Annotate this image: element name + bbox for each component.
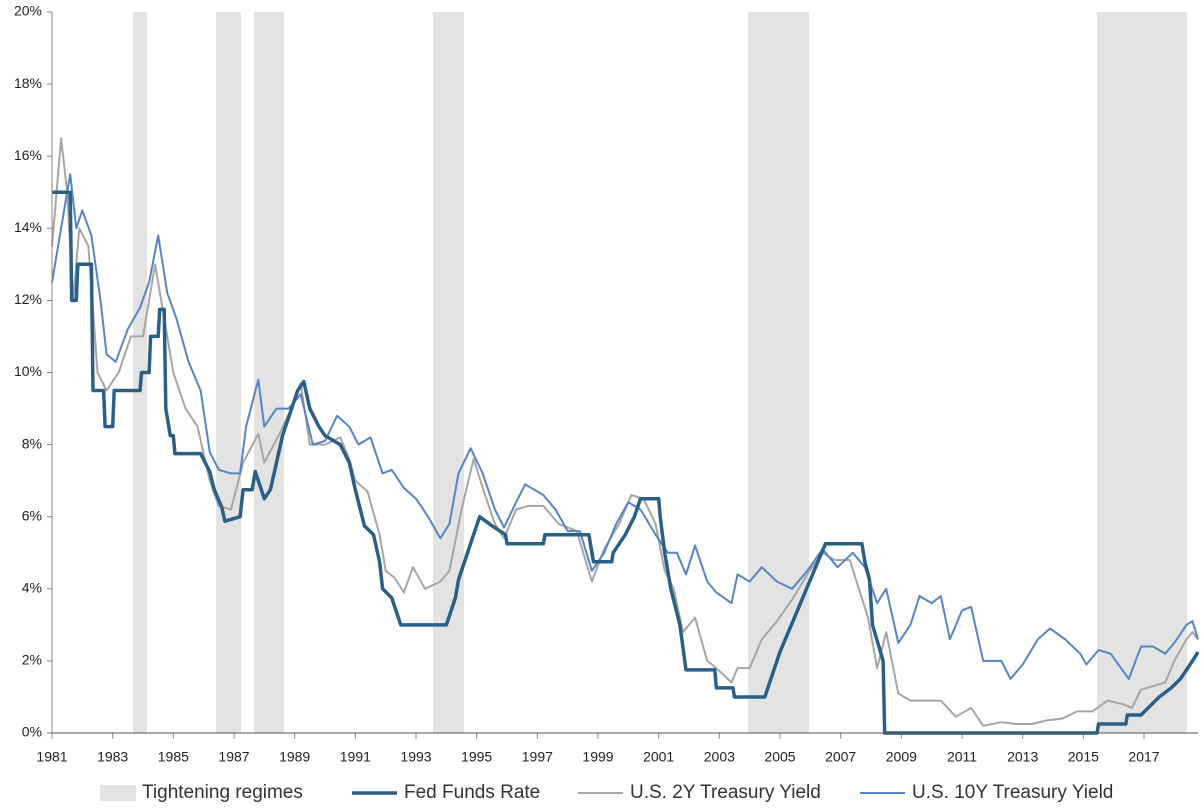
x-tick-label: 1993	[400, 749, 431, 765]
x-tick-label: 2011	[947, 749, 977, 765]
y-tick-label: 4%	[22, 580, 42, 596]
legend-swatch	[100, 785, 136, 801]
series-line	[51, 173, 1199, 680]
tightening-band	[432, 12, 464, 733]
x-tick-label: 2007	[825, 749, 856, 765]
y-tick-label: 16%	[14, 147, 42, 163]
x-tick-label: 1997	[522, 749, 553, 765]
y-tick-label: 8%	[22, 435, 42, 451]
legend-label: U.S. 2Y Treasury Yield	[630, 782, 821, 803]
x-tick-label: 1983	[97, 749, 128, 765]
x-tick-label: 2009	[886, 749, 917, 765]
x-tick-label: 1991	[340, 749, 371, 765]
tightening-band	[748, 12, 810, 733]
y-tick-label: 12%	[14, 291, 42, 307]
x-tick-label: 2003	[704, 749, 735, 765]
y-tick-label: 14%	[14, 219, 42, 235]
x-tick-label: 1995	[461, 749, 492, 765]
x-tick-label: 1981	[36, 749, 67, 765]
x-tick-label: 2001	[643, 749, 674, 765]
series-line	[52, 190, 1200, 735]
x-tick-label: 2017	[1128, 749, 1159, 765]
legend-label: Fed Funds Rate	[404, 782, 540, 803]
x-tick-label: 2013	[1007, 749, 1038, 765]
x-tick-label: 2015	[1068, 749, 1099, 765]
x-tick-label: 1989	[279, 749, 310, 765]
tightening-band	[216, 12, 241, 733]
tightening-band	[1096, 12, 1188, 733]
x-tick-label: 1987	[218, 749, 249, 765]
y-tick-label: 20%	[14, 3, 42, 19]
legend-label: U.S. 10Y Treasury Yield	[912, 782, 1113, 803]
x-tick-label: 2005	[764, 749, 795, 765]
y-tick-label: 0%	[22, 724, 42, 740]
y-tick-label: 18%	[14, 75, 42, 91]
y-tick-label: 10%	[14, 363, 42, 379]
y-tick-label: 6%	[22, 507, 42, 523]
tightening-band	[254, 12, 285, 733]
x-tick-label: 1999	[582, 749, 613, 765]
x-tick-label: 1985	[158, 749, 189, 765]
legend-label: Tightening regimes	[142, 782, 303, 803]
y-tick-label: 2%	[22, 652, 42, 668]
